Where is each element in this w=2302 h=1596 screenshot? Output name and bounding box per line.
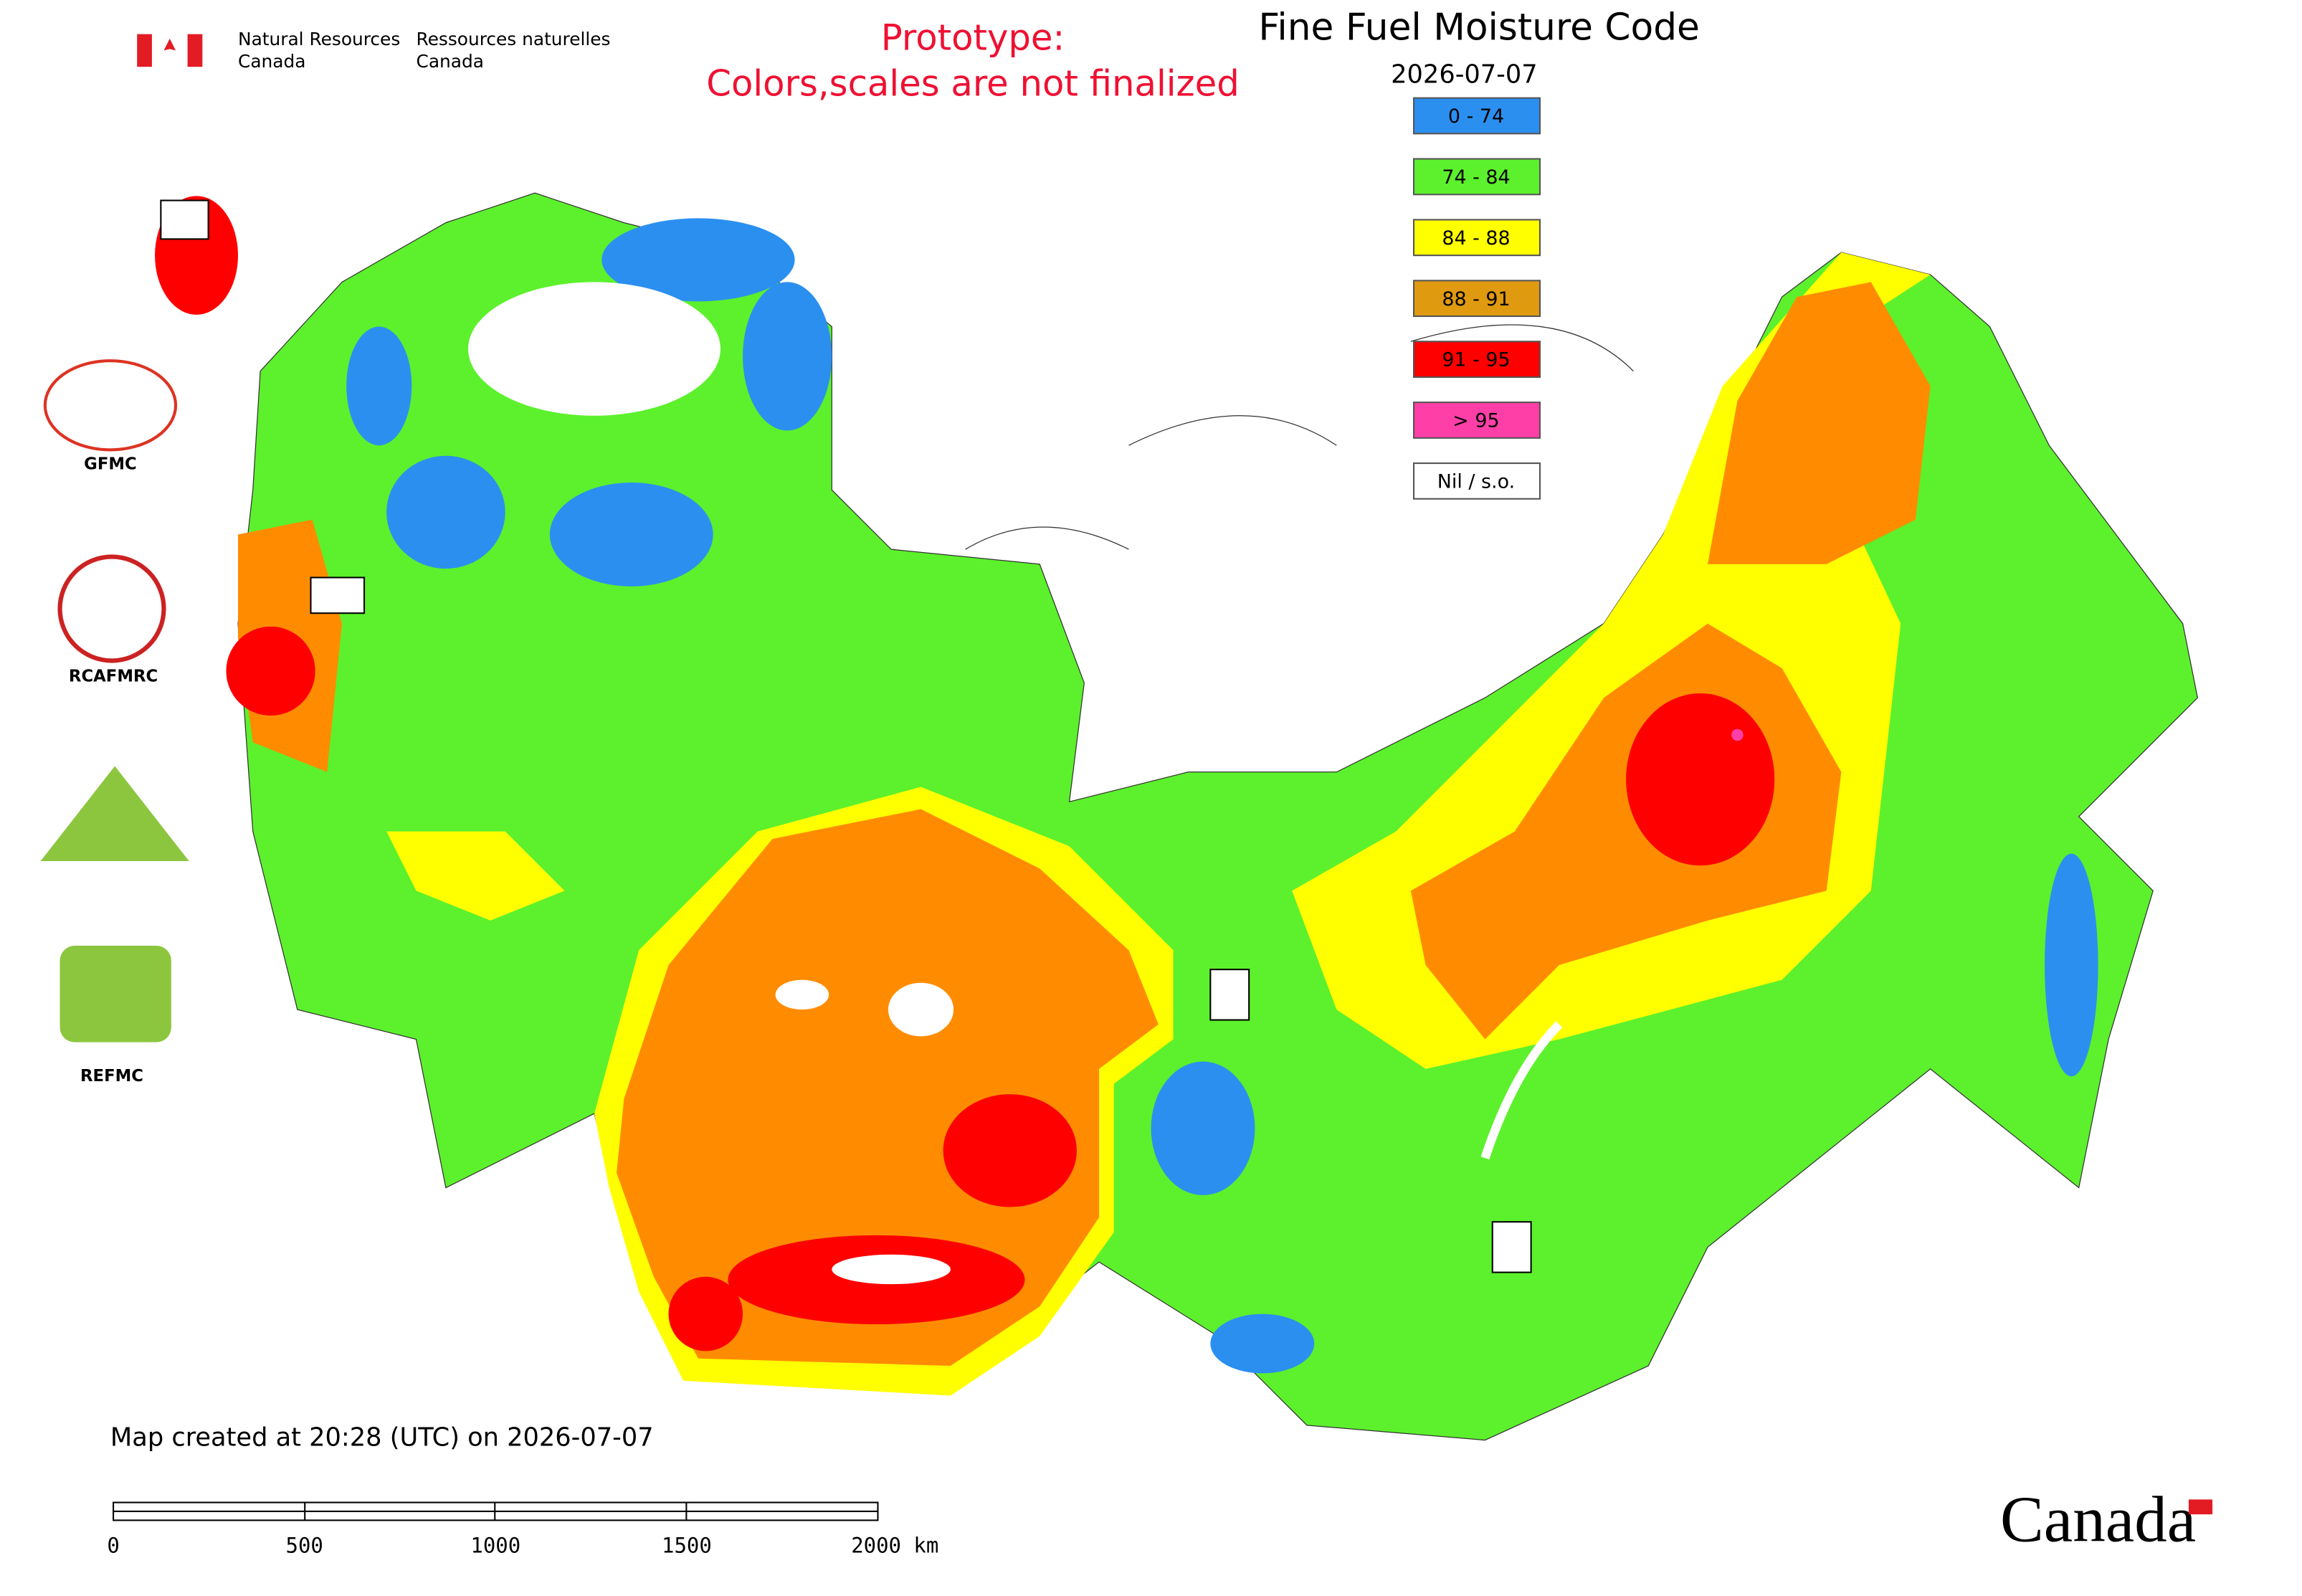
scale-label: 1000 <box>470 1534 520 1558</box>
legend-swatch <box>1412 341 1541 378</box>
flag-bar <box>137 34 152 67</box>
legend-label: Nil / s.o. <box>1437 470 1515 493</box>
zone-blue <box>549 482 713 586</box>
zone-blue <box>2045 853 2098 1077</box>
legend-label: 91 - 95 <box>1442 349 1510 371</box>
nil-area <box>888 982 954 1037</box>
flag-bar <box>187 34 203 67</box>
zone-blue <box>1210 1314 1315 1374</box>
logos: GFMC RCAFMRC REFMC <box>40 359 189 1086</box>
zone-blue <box>346 326 412 446</box>
maple-leaf <box>163 38 176 65</box>
zone-pink <box>1731 728 1744 741</box>
arctic-islands <box>965 324 1634 550</box>
logo-label: GFMC <box>84 455 137 474</box>
map-title: Fine Fuel Moisture Code <box>1258 6 1700 49</box>
dept-fr: Ressources naturelles <box>417 29 611 49</box>
zone-blue <box>1151 1061 1255 1195</box>
scale-label: 2000 km <box>851 1534 938 1558</box>
zone-orange <box>1708 282 1931 564</box>
legend-swatch <box>1412 280 1541 318</box>
scale-label: 500 <box>286 1534 323 1558</box>
legend-swatch <box>1412 158 1541 196</box>
reefmc-logo <box>40 766 189 862</box>
zone-red <box>943 1094 1077 1207</box>
site-marker <box>1491 1221 1532 1273</box>
zone-blue <box>386 455 505 569</box>
dept-fr: Canada <box>417 51 484 72</box>
nil-area <box>467 282 720 416</box>
site-marker <box>160 199 209 240</box>
zone-red <box>226 626 315 716</box>
legend-swatch <box>1412 219 1541 257</box>
zone-blue-group <box>346 218 2098 1374</box>
dept-en: Canada <box>238 51 305 72</box>
site-marker <box>310 576 366 614</box>
zone-blue <box>743 282 832 431</box>
scale-labels: 0 500 1000 1500 2000 km <box>107 1534 938 1558</box>
logo-label: RCAFMRC <box>69 668 158 686</box>
rcafmrc-logo <box>57 554 166 663</box>
scale-label: 1500 <box>662 1534 712 1558</box>
legend-swatch <box>1412 462 1541 500</box>
created-note: Map created at 20:28 (UTC) on 2026-07-07 <box>110 1423 654 1453</box>
zone-orange <box>617 809 1159 1367</box>
zone-red <box>668 1276 743 1352</box>
header: Natural Resources Canada Ressources natu… <box>137 29 611 72</box>
site-marker <box>1209 969 1250 1021</box>
nil-group <box>467 282 1563 1285</box>
legend-swatch <box>1412 97 1541 135</box>
legend-label: 88 - 91 <box>1442 288 1510 310</box>
map <box>155 192 2199 1441</box>
dept-en: Natural Resources <box>238 29 400 49</box>
gfmc-logo <box>43 359 178 452</box>
legend-label: > 95 <box>1452 410 1499 432</box>
scale-label: 0 <box>107 1534 119 1558</box>
zone-blue <box>601 218 795 302</box>
zone-yellow <box>386 831 565 921</box>
notice: Colors,scales are not finalized <box>706 63 1239 105</box>
logo-label: REFMC <box>80 1067 143 1086</box>
scale-bar <box>113 1501 879 1521</box>
nil-area <box>832 1254 951 1285</box>
legend-swatch <box>1412 402 1541 439</box>
legend-label: 0 - 74 <box>1448 105 1504 128</box>
lake <box>1480 1021 1563 1160</box>
canada-wordmark: Canada <box>2000 1483 2196 1556</box>
legend-label: 84 - 88 <box>1442 227 1510 250</box>
zone-red <box>1626 693 1775 866</box>
notice: Prototype: <box>881 16 1065 58</box>
legend-label: 74 - 84 <box>1442 166 1510 189</box>
wordmark-flag <box>2188 1499 2213 1515</box>
nil-area <box>775 979 829 1010</box>
refmc-logo <box>60 946 171 1042</box>
map-date: 2026-07-07 <box>1391 60 1538 90</box>
legend: 0 - 74 74 - 84 84 - 88 88 - 91 91 - 95 > 95 Ni… <box>1412 97 1541 500</box>
